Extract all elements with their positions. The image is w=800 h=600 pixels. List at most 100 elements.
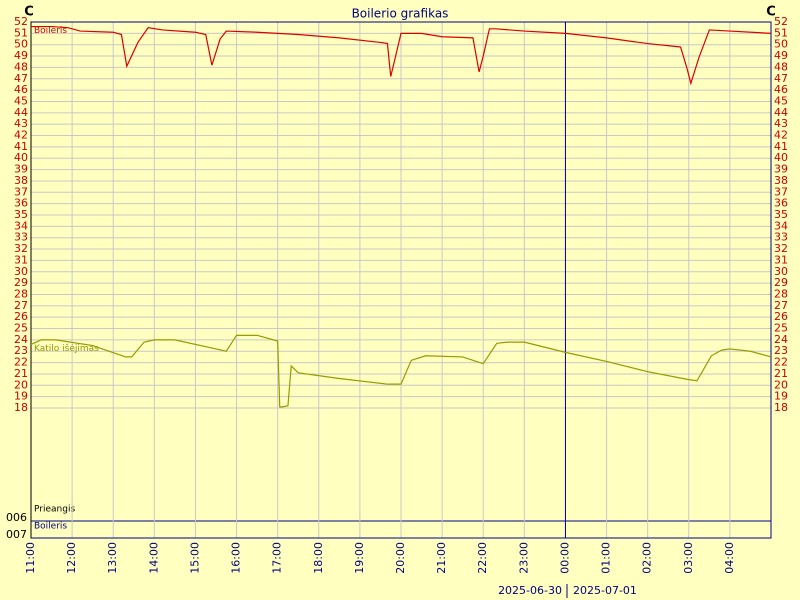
- y-tick-label: 38: [774, 174, 788, 187]
- y-tick-label: 39: [774, 163, 788, 176]
- y-tick-label: 30: [774, 265, 788, 278]
- x-tick-label: 15:00: [188, 542, 201, 574]
- y-tick-label: 28: [774, 287, 788, 300]
- y-tick-label: 25: [774, 322, 788, 335]
- y-tick-label: 19: [14, 390, 28, 403]
- y-tick-label: 45: [14, 94, 28, 107]
- y-tick-label: 31: [14, 253, 28, 266]
- panel-label: Prieangis: [34, 505, 75, 515]
- y-tick-label: 49: [774, 49, 788, 62]
- date-label: 2025-07-01: [573, 584, 637, 597]
- y-tick-label: 31: [774, 253, 788, 266]
- y-tick-label: 50: [774, 38, 788, 51]
- x-tick-label: 13:00: [106, 542, 119, 574]
- y-tick-label: 40: [774, 151, 788, 164]
- x-tick-label: 20:00: [394, 542, 407, 574]
- y-tick-label: 32: [774, 242, 788, 255]
- x-tick-label: 23:00: [517, 542, 530, 574]
- y-tick-label: 28: [14, 287, 28, 300]
- y-tick-label: 26: [774, 310, 788, 323]
- y-tick-label: 21: [774, 367, 788, 380]
- y-tick-label: 48: [774, 60, 788, 73]
- y-tick-label: 27: [14, 299, 28, 312]
- y-tick-label: 27: [774, 299, 788, 312]
- y-tick-label: 23: [774, 344, 788, 357]
- y-tick-label: 41: [774, 140, 788, 153]
- y-unit: C: [24, 5, 34, 20]
- y-tick-label: 43: [774, 117, 788, 130]
- y-tick-label: 45: [774, 94, 788, 107]
- x-tick-label: 12:00: [65, 542, 78, 574]
- y-tick-label: 34: [774, 219, 788, 232]
- y-tick-label: 18: [774, 401, 788, 414]
- x-tick-label: 21:00: [435, 542, 448, 574]
- x-tick-label: 00:00: [558, 542, 571, 574]
- y-tick-label: 37: [14, 185, 28, 198]
- y-tick-label: 43: [14, 117, 28, 130]
- y-tick-label: 37: [774, 185, 788, 198]
- y-tick-label: 20: [14, 378, 28, 391]
- y-tick-label: 21: [14, 367, 28, 380]
- series-line: [31, 25, 772, 86]
- y-tick-label: 26: [14, 310, 28, 323]
- y-tick-label: 35: [14, 208, 28, 221]
- y-tick-label: 24: [14, 333, 28, 346]
- panel-tick: 006: [6, 511, 27, 524]
- y-tick-label: 44: [14, 106, 28, 119]
- y-tick-label: 35: [774, 208, 788, 221]
- y-tick-label: 32: [14, 242, 28, 255]
- y-tick-label: 51: [14, 26, 28, 39]
- y-tick-label: 40: [14, 151, 28, 164]
- y-tick-label: 52: [14, 15, 28, 28]
- y-tick-label: 42: [14, 129, 28, 142]
- y-tick-label: 51: [774, 26, 788, 39]
- y-tick-label: 33: [774, 231, 788, 244]
- panel-label: Boileris: [34, 522, 67, 532]
- x-tick-label: 19:00: [353, 542, 366, 574]
- y-tick-label: 38: [14, 174, 28, 187]
- date-label: 2025-06-30: [498, 584, 562, 597]
- chart-title: Boilerio grafikas: [352, 7, 449, 21]
- y-tick-label: 22: [774, 356, 788, 369]
- x-tick-label: 22:00: [476, 542, 489, 574]
- y-tick-label: 24: [774, 333, 788, 346]
- y-tick-label: 33: [14, 231, 28, 244]
- y-tick-label: 44: [774, 106, 788, 119]
- y-tick-label: 36: [774, 197, 788, 210]
- y-tick-label: 34: [14, 219, 28, 232]
- y-tick-label: 46: [14, 83, 28, 96]
- x-tick-label: 11:00: [24, 542, 37, 574]
- x-tick-label: 01:00: [600, 542, 613, 574]
- x-tick-label: 03:00: [682, 542, 695, 574]
- y-tick-label: 50: [14, 38, 28, 51]
- x-tick-label: 02:00: [641, 542, 654, 574]
- y-tick-label: 49: [14, 49, 28, 62]
- y-tick-label: 47: [774, 72, 788, 85]
- x-tick-label: 04:00: [723, 542, 736, 574]
- y-tick-label: 42: [774, 129, 788, 142]
- y-tick-label: 30: [14, 265, 28, 278]
- series-line: [30, 334, 772, 408]
- y-tick-label: 19: [774, 390, 788, 403]
- y-unit: C: [766, 5, 776, 20]
- y-tick-label: 29: [774, 276, 788, 289]
- y-tick-label: 25: [14, 322, 28, 335]
- y-tick-label: 36: [14, 197, 28, 210]
- x-tick-label: 17:00: [271, 542, 284, 574]
- y-tick-label: 48: [14, 60, 28, 73]
- y-tick-label: 23: [14, 344, 28, 357]
- y-tick-label: 20: [774, 378, 788, 391]
- panel-tick: 007: [6, 528, 27, 541]
- y-tick-label: 41: [14, 140, 28, 153]
- series-label: Boileris: [34, 26, 67, 36]
- x-tick-label: 14:00: [147, 542, 160, 574]
- series-label: Katilo išėjimas: [34, 343, 99, 354]
- x-tick-label: 16:00: [230, 542, 243, 574]
- y-tick-label: 18: [14, 401, 28, 414]
- x-tick-label: 18:00: [312, 542, 325, 574]
- y-tick-label: 22: [14, 356, 28, 369]
- y-tick-label: 39: [14, 163, 28, 176]
- y-tick-label: 52: [774, 15, 788, 28]
